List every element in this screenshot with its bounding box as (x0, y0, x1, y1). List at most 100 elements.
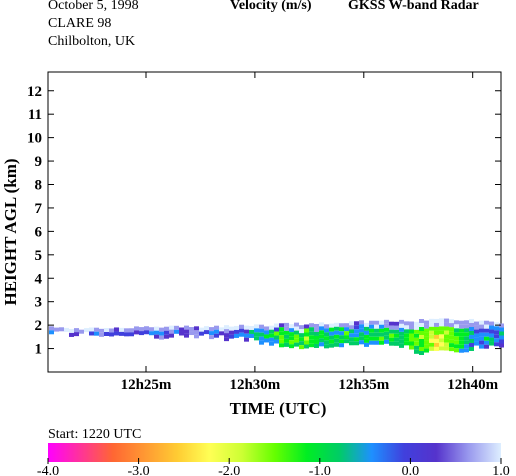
radar-cell (469, 318, 474, 323)
radar-cell (429, 322, 434, 327)
radar-cell (369, 328, 374, 333)
y-tick-label: 1 (35, 342, 43, 358)
radar-cell (269, 337, 274, 342)
radar-cell (199, 327, 204, 332)
radar-cell (169, 333, 174, 338)
radar-cell (119, 327, 124, 332)
radar-cell (49, 326, 54, 331)
radar-cell (479, 336, 484, 341)
radar-cell (284, 322, 289, 327)
radar-cell (454, 324, 459, 329)
y-tick-label: 7 (35, 201, 43, 217)
radar-cell (259, 340, 264, 345)
radar-cell (239, 332, 244, 337)
radar-cell (109, 332, 114, 337)
radar-cell (429, 330, 434, 335)
radar-cell (404, 333, 409, 338)
radar-cell (424, 344, 429, 349)
radar-cell (454, 320, 459, 325)
radar-cell (324, 324, 329, 329)
radar-cell (394, 341, 399, 346)
radar-cell (299, 341, 304, 346)
y-tick-label: 10 (27, 131, 42, 147)
radar-cell (329, 327, 334, 332)
radar-cell (484, 344, 489, 349)
radar-cell (409, 337, 414, 342)
radar-cell (444, 326, 449, 331)
radar-cell (494, 330, 499, 335)
radar-cell (179, 327, 184, 332)
radar-cell (224, 329, 229, 334)
radar-cell (284, 330, 289, 335)
radar-cell (399, 343, 404, 348)
radar-cell (304, 332, 309, 337)
radar-cell (229, 326, 234, 331)
radar-cell (489, 321, 494, 326)
radar-cell (259, 324, 264, 329)
radar-cell (384, 335, 389, 340)
radar-cell (164, 330, 169, 335)
radar-cell (269, 333, 274, 338)
radar-cell (324, 336, 329, 341)
radar-cell (294, 338, 299, 343)
radar-cell (279, 323, 284, 328)
radar-cell (304, 324, 309, 329)
radar-cell (409, 325, 414, 330)
radar-cell (399, 339, 404, 344)
radar-cell (274, 323, 279, 328)
radar-cell (184, 333, 189, 338)
radar-cell (319, 326, 324, 331)
radar-cell (334, 342, 339, 347)
radar-cell (374, 336, 379, 341)
radar-cell (344, 323, 349, 328)
radar-cell (99, 328, 104, 333)
radar-cell (334, 330, 339, 335)
radar-cell (134, 330, 139, 335)
radar-cell (284, 334, 289, 339)
radar-cell (319, 334, 324, 339)
radar-cell (299, 333, 304, 338)
radar-cell (249, 333, 254, 338)
y-tick-label: 11 (28, 107, 42, 123)
radar-cell (459, 328, 464, 333)
radar-cell (64, 327, 69, 332)
radar-cell (484, 320, 489, 325)
radar-cell (169, 325, 174, 330)
x-tick-label: 12h30m (229, 377, 280, 393)
radar-cell (449, 323, 454, 328)
radar-cell (89, 327, 94, 332)
radar-cell (289, 344, 294, 349)
radar-cell (414, 345, 419, 350)
radar-cell (249, 325, 254, 330)
radar-cell (429, 334, 434, 339)
radar-cell (374, 320, 379, 325)
radar-cell (404, 329, 409, 334)
radar-cell (264, 326, 269, 331)
radar-cell (309, 327, 314, 332)
radar-cell (294, 330, 299, 335)
radar-cell (99, 332, 104, 337)
radar-cell (409, 341, 414, 346)
radar-cell (164, 334, 169, 339)
radar-cell (314, 339, 319, 344)
colorbar-tick-label: 1.0 (492, 464, 510, 476)
radar-cell (384, 323, 389, 328)
radar-cell (234, 333, 239, 338)
radar-cell (184, 329, 189, 334)
radar-cell (499, 323, 504, 328)
radar-cell (154, 334, 159, 339)
radar-cell (54, 327, 59, 332)
radar-cell (259, 336, 264, 341)
radar-cell (369, 324, 374, 329)
radar-cell (314, 335, 319, 340)
radar-cell (424, 324, 429, 329)
radar-cell (419, 338, 424, 343)
radar-cell (164, 326, 169, 331)
radar-cell (474, 333, 479, 338)
radar-cell (429, 338, 434, 343)
radar-cell (364, 342, 369, 347)
radar-cell (484, 340, 489, 345)
radar-cell (364, 338, 369, 343)
radar-cell (389, 325, 394, 330)
radar-cell (464, 320, 469, 325)
